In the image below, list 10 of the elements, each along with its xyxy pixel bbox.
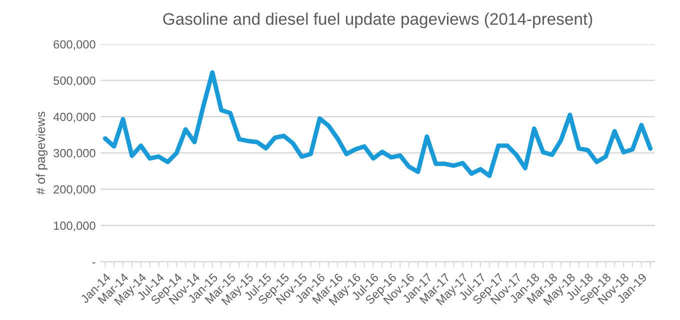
- y-tick-label: 300,000: [54, 148, 96, 159]
- y-tick-label: 600,000: [54, 40, 96, 50]
- y-tick-label: 200,000: [54, 185, 96, 196]
- line-series: [102, 70, 653, 178]
- y-tick-label: -: [92, 262, 96, 264]
- y-tick-label: 100,000: [54, 222, 96, 232]
- y-tick-label: 400,000: [53, 112, 96, 122]
- y-axis-title: # of pageviews: [36, 112, 48, 195]
- chart-title: Gasoline and diesel fuel update pageviews (2014-present): [163, 12, 592, 28]
- y-tick-label: 500,000: [54, 76, 96, 86]
